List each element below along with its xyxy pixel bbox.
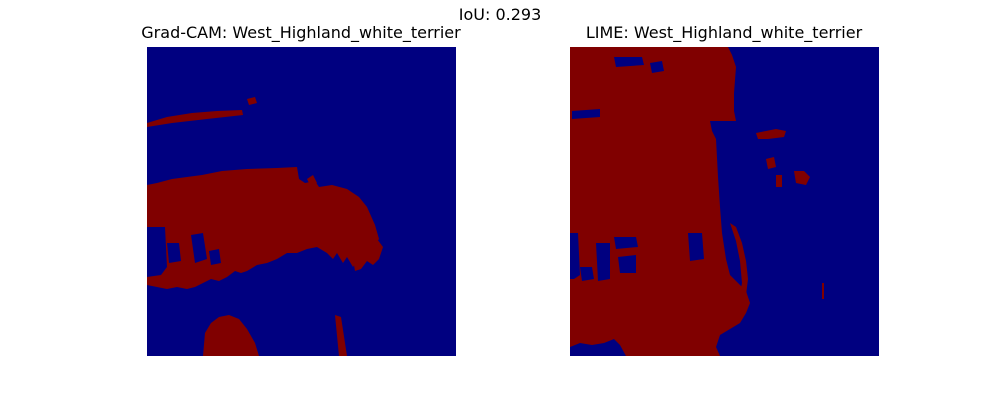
lime-mask-image [570, 47, 879, 356]
lime-blue-holes [570, 57, 704, 281]
gradcam-blue-holes [147, 227, 221, 277]
gradcam-panel-title: Grad-CAM: West_Highland_white_terrier [141, 23, 461, 42]
iou-title: IoU: 0.293 [458, 5, 542, 24]
gradcam-mask-image [147, 47, 456, 356]
lime-panel-title: LIME: West_Highland_white_terrier [585, 23, 863, 42]
lime-highlight-region [570, 47, 824, 356]
